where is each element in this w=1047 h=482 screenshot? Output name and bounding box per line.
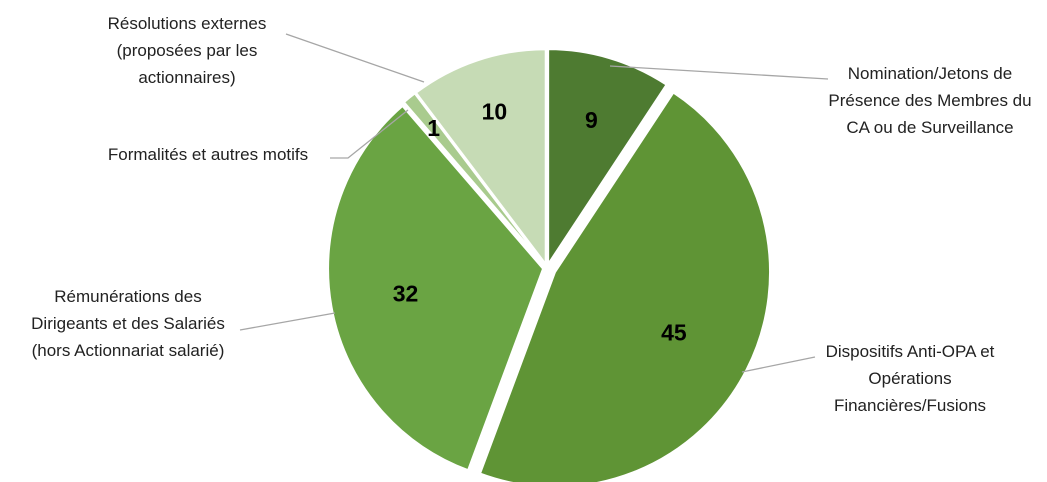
slice-category-label: Rémunérations des Dirigeants et des Salar… xyxy=(31,287,225,360)
slice-category-label: Formalités et autres motifs xyxy=(108,145,308,164)
label-line: Opérations xyxy=(868,369,951,388)
slice-value-label: 10 xyxy=(482,98,508,124)
label-line: CA ou de Surveillance xyxy=(846,118,1013,137)
label-line: Formalités et autres motifs xyxy=(108,145,308,164)
leader-line xyxy=(741,356,816,373)
pie-slice-1 xyxy=(547,48,668,268)
pie-slice-2 xyxy=(478,91,771,482)
category-labels: Nomination/Jetons de Présence des Membres… xyxy=(31,14,1031,415)
leader-line xyxy=(239,312,336,331)
leader-line xyxy=(330,109,409,159)
slice-value-label: 45 xyxy=(661,319,687,345)
pie-slice-3 xyxy=(327,104,545,472)
label-line: Dirigeants et des Salariés xyxy=(31,314,225,333)
pie-slice-5 xyxy=(414,48,547,268)
label-line: Résolutions externes xyxy=(108,14,267,33)
leader-lines xyxy=(239,33,829,373)
slice-value-label: 32 xyxy=(393,280,419,306)
label-line: Rémunérations des xyxy=(54,287,201,306)
slice-value-label: 9 xyxy=(585,107,598,133)
label-line: Présence des Membres du xyxy=(828,91,1031,110)
slice-category-label: Résolutions externes (proposées par les ac… xyxy=(108,14,267,87)
slice-category-label: Dispositifs Anti-OPA et Opérations Financi… xyxy=(826,342,995,415)
label-line: (proposées par les xyxy=(117,41,258,60)
slice-category-label: Nomination/Jetons de Présence des Membres… xyxy=(828,64,1031,137)
label-line: Dispositifs Anti-OPA et xyxy=(826,342,995,361)
label-line: actionnaires) xyxy=(138,68,235,87)
slice-value-label: 1 xyxy=(427,115,440,141)
slices-layer xyxy=(327,48,771,482)
leader-line xyxy=(609,65,829,80)
label-line: Financières/Fusions xyxy=(834,396,986,415)
label-line: (hors Actionnariat salarié) xyxy=(32,341,225,360)
leader-line xyxy=(285,33,425,83)
pie-slice-4 xyxy=(402,92,546,266)
label-line: Nomination/Jetons de xyxy=(848,64,1012,83)
value-labels: 9 45 32 1 10 xyxy=(393,98,687,345)
